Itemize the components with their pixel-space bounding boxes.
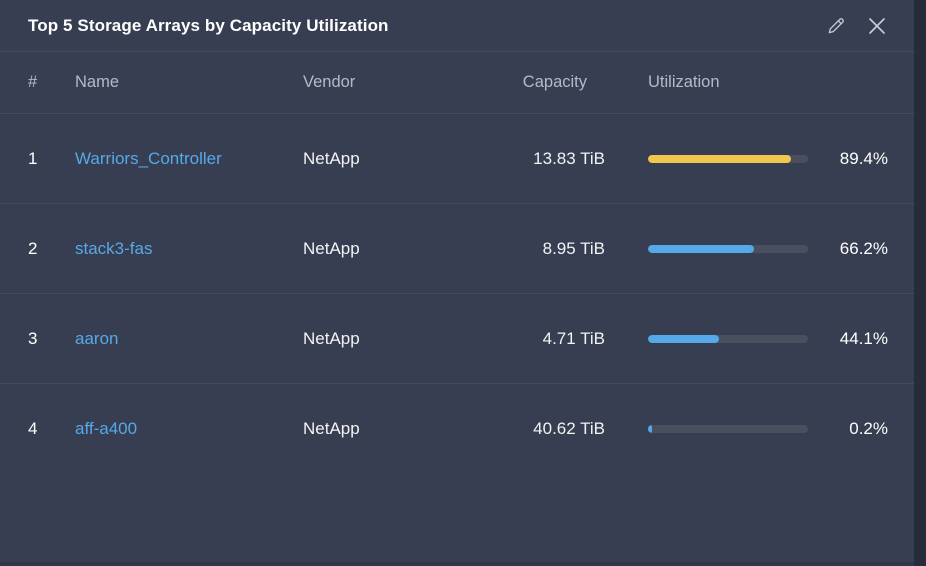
row-index: 1	[28, 148, 38, 168]
capacity-value: 8.95 TiB	[542, 238, 605, 258]
utilization-bar-track	[648, 334, 808, 343]
capacity-value: 40.62 TiB	[533, 418, 605, 438]
utilization-percent: 44.1%	[839, 328, 888, 348]
pencil-icon	[826, 16, 846, 36]
capacity-value: 4.71 TiB	[542, 328, 605, 348]
widget-bottom-edge	[0, 562, 914, 566]
utilization-percent: 66.2%	[839, 238, 888, 258]
utilization-bar-track	[648, 424, 808, 433]
array-name-link[interactable]: aff-a400	[75, 418, 138, 438]
vendor-value: NetApp	[303, 328, 360, 348]
widget-title: Top 5 Storage Arrays by Capacity Utiliza…	[28, 15, 389, 35]
table-header-row: # Name Vendor Capacity Utilization	[0, 52, 914, 113]
utilization-cell: 89.4%	[605, 149, 888, 169]
row-index: 3	[28, 328, 38, 348]
utilization-percent: 89.4%	[839, 148, 888, 168]
utilization-bar-fill	[648, 334, 719, 343]
column-header-utilization: Utilization	[648, 73, 720, 91]
array-name-link[interactable]: stack3-fas	[75, 238, 153, 258]
table-row: 3 aaron NetApp 4.71 TiB 44.1%	[0, 293, 914, 383]
page-background-edge	[914, 0, 926, 566]
column-header-name: Name	[75, 73, 120, 91]
vendor-value: NetApp	[303, 238, 360, 258]
utilization-bar-fill	[648, 424, 652, 433]
utilization-bar-track	[648, 154, 808, 163]
utilization-cell: 66.2%	[605, 239, 888, 259]
capacity-value: 13.83 TiB	[533, 148, 605, 168]
widget-titlebar: Top 5 Storage Arrays by Capacity Utiliza…	[0, 0, 914, 52]
utilization-cell: 0.2%	[605, 419, 888, 439]
utilization-percent: 0.2%	[849, 418, 888, 438]
close-button[interactable]	[866, 15, 888, 37]
edit-button[interactable]	[825, 15, 847, 37]
widget-actions	[825, 15, 888, 37]
array-name-link[interactable]: Warriors_Controller	[75, 148, 222, 168]
column-header-capacity: Capacity	[522, 73, 587, 91]
utilization-bar-track	[648, 244, 808, 253]
close-icon	[868, 17, 886, 35]
utilization-cell: 44.1%	[605, 329, 888, 349]
table-row: 4 aff-a400 NetApp 40.62 TiB 0.2%	[0, 383, 914, 473]
vendor-value: NetApp	[303, 418, 360, 438]
utilization-bar-fill	[648, 154, 792, 163]
column-header-index: #	[28, 73, 38, 91]
row-index: 4	[28, 418, 38, 438]
utilization-bar-fill	[648, 244, 754, 253]
column-header-vendor: Vendor	[303, 73, 356, 91]
table-row: 2 stack3-fas NetApp 8.95 TiB 66.2%	[0, 203, 914, 293]
vendor-value: NetApp	[303, 148, 360, 168]
array-name-link[interactable]: aaron	[75, 328, 119, 348]
row-index: 2	[28, 238, 38, 258]
table-row: 1 Warriors_Controller NetApp 13.83 TiB 8…	[0, 113, 914, 203]
